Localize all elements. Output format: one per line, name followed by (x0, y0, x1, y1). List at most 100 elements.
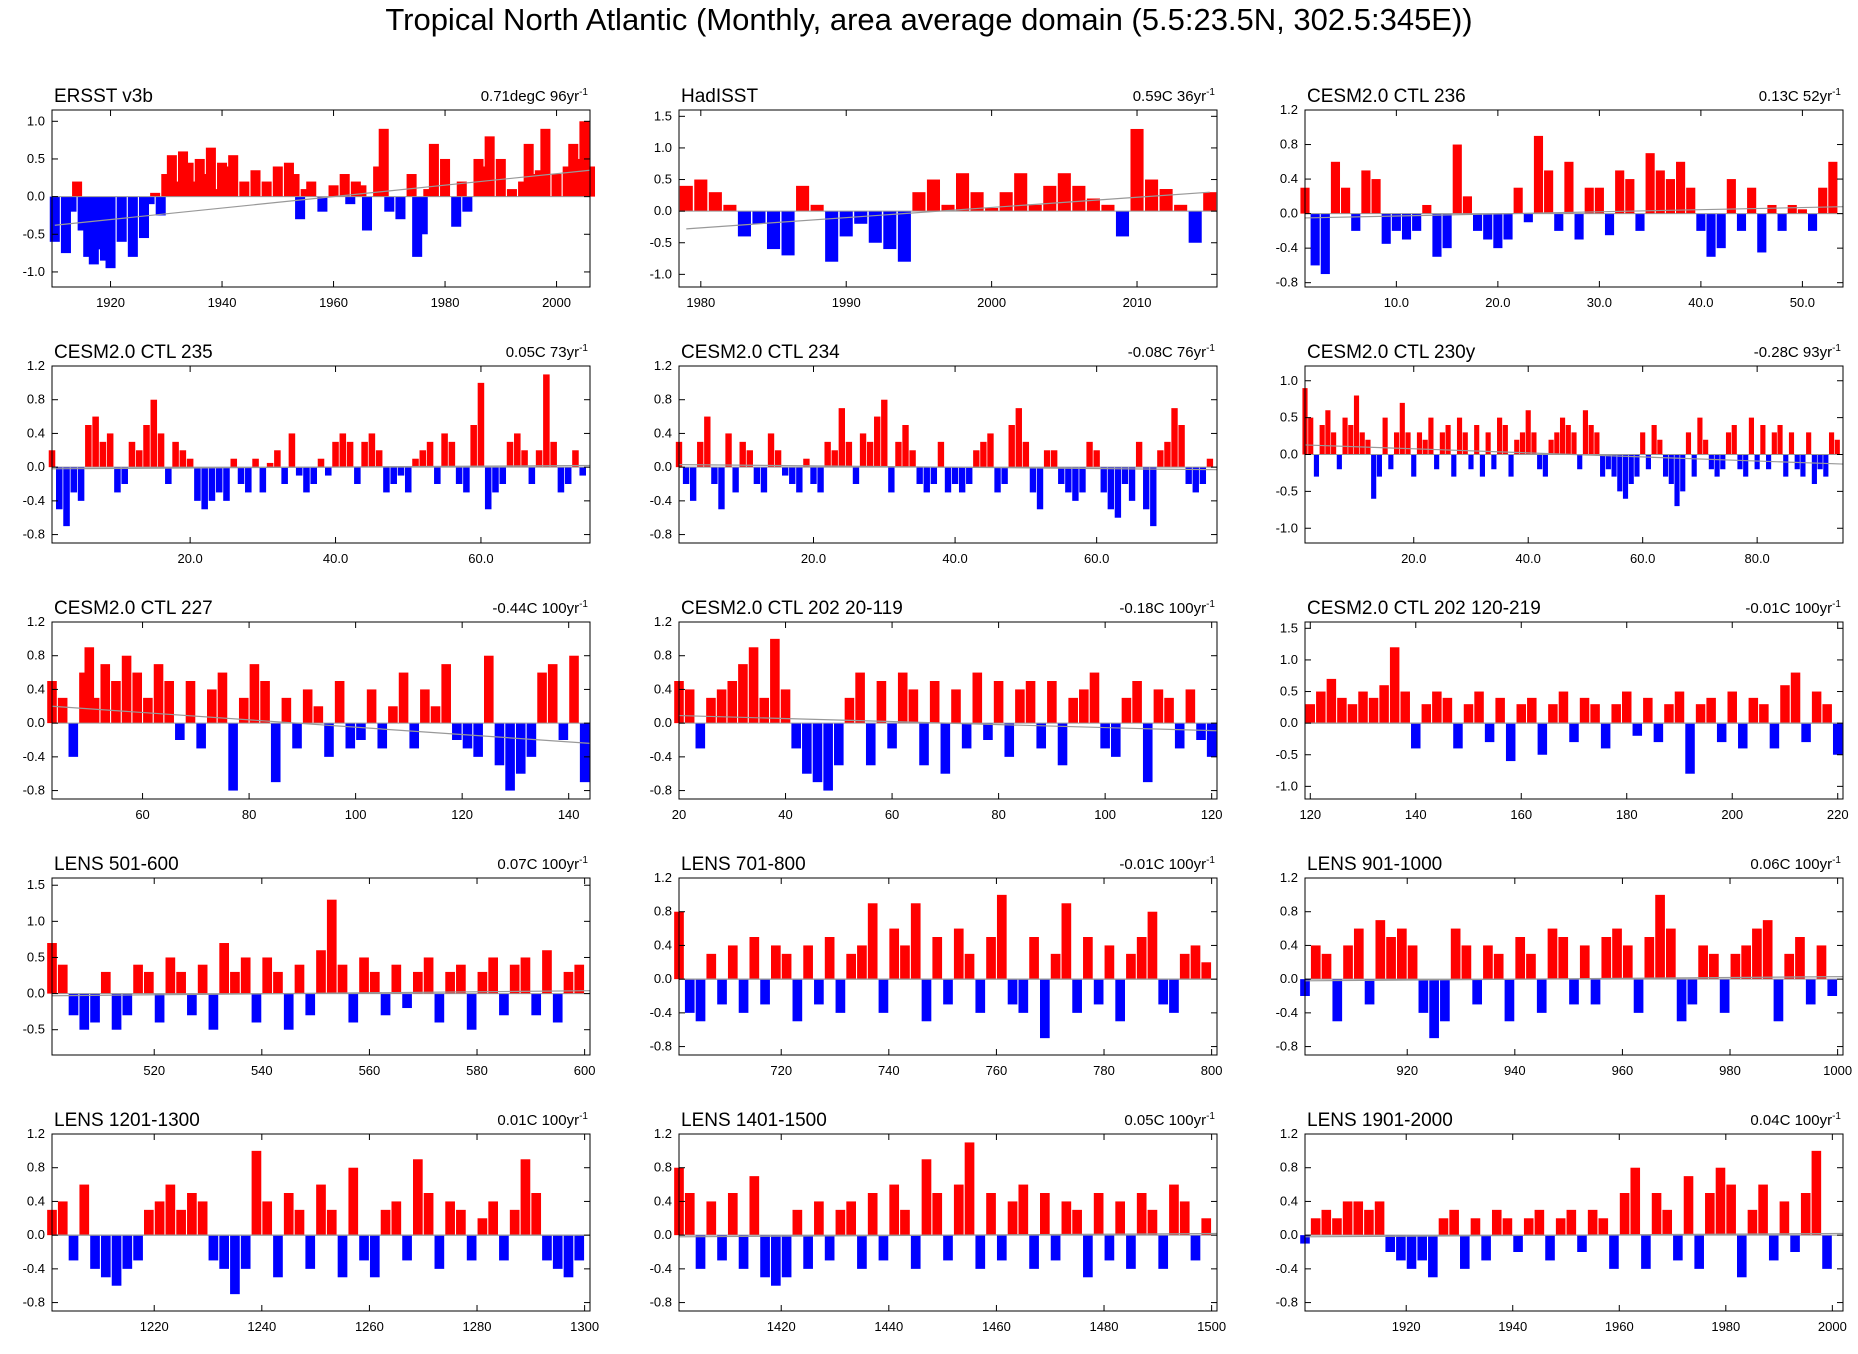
x-tick-label: 1920 (1392, 1319, 1421, 1334)
chart-panel: 120 140 160 180 200 220 -1.0 -0.5 0.0 0.5 1.0 1.5 CE… (1276, 598, 1849, 822)
anomaly-bar (1527, 697, 1537, 724)
anomaly-bar (506, 189, 517, 197)
anomaly-bar (1523, 213, 1533, 223)
anomaly-bar (1600, 454, 1606, 477)
anomaly-bar (551, 174, 562, 197)
anomaly-bar (845, 441, 853, 468)
y-tick-label: -0.8 (650, 527, 672, 542)
anomaly-bar (1115, 979, 1126, 1022)
anomaly-bar (1554, 213, 1564, 231)
anomaly-bar (704, 416, 711, 468)
anomaly-bar (1072, 185, 1086, 212)
anomaly-bar (1800, 1193, 1811, 1236)
anomaly-bar (1445, 425, 1451, 455)
y-tick-label: 0.4 (27, 1193, 45, 1208)
anomaly-bar (902, 425, 909, 468)
y-tick-label: 0.0 (27, 189, 45, 204)
anomaly-bar (197, 964, 208, 994)
anomaly-bar (289, 174, 300, 197)
anomaly-bar (1737, 454, 1743, 470)
panel-title: CESM2.0 CTL 227 (54, 598, 213, 619)
anomaly-bar (251, 1150, 262, 1236)
anomaly-bar (803, 1235, 813, 1269)
anomaly-bar (509, 1209, 520, 1236)
y-tick-label: 0.5 (1280, 410, 1298, 425)
anomaly-bar (1773, 979, 1784, 1022)
anomaly-bar (1569, 979, 1579, 1005)
y-tick-label: 1.0 (654, 140, 672, 155)
anomaly-bar (1104, 945, 1115, 980)
y-tick-label: 1.2 (27, 358, 45, 373)
anomaly-bar (189, 181, 200, 197)
anomaly-bar (470, 425, 477, 468)
anomaly-bar (1695, 704, 1706, 724)
anomaly-bar (1050, 953, 1061, 980)
y-tick-label: 1.0 (27, 913, 45, 928)
anomaly-bar (337, 964, 348, 994)
anomaly-bar (1635, 213, 1645, 231)
anomaly-bar (574, 964, 585, 994)
anomaly-bar (1502, 425, 1508, 455)
y-tick-label: 0.8 (1280, 904, 1298, 919)
anomaly-bar (237, 467, 245, 484)
anomaly-bar (1115, 1201, 1126, 1236)
anomaly-bar (1174, 204, 1188, 212)
anomaly-bar (1676, 979, 1687, 1022)
y-tick-label: 1.2 (654, 358, 672, 373)
anomaly-bar (90, 993, 100, 1023)
anomaly-bar (452, 723, 462, 740)
x-tick-label: 140 (1405, 807, 1427, 822)
anomaly-bar (781, 953, 792, 980)
anomaly-bar (1057, 723, 1068, 766)
anomaly-bar (1336, 454, 1342, 470)
anomaly-bar (1801, 723, 1811, 743)
anomaly-bar (423, 189, 434, 197)
anomaly-bar (1554, 432, 1560, 455)
anomaly-bar (1779, 1201, 1790, 1236)
anomaly-bar (1493, 213, 1503, 249)
x-tick-label: 560 (359, 1063, 381, 1078)
anomaly-bar (1110, 723, 1121, 757)
anomaly-bar (1634, 454, 1640, 477)
trend-line (1304, 206, 1844, 219)
trend-line (51, 705, 591, 744)
trend-line (678, 714, 1218, 732)
anomaly-bar (865, 723, 876, 766)
anomaly-bar (1375, 920, 1386, 980)
anomaly-bar (373, 166, 384, 197)
anomaly-bar (187, 993, 197, 1016)
anomaly-bar (943, 979, 953, 1005)
anomaly-bar (380, 993, 391, 1016)
anomaly-bar (1150, 467, 1157, 527)
anomaly-bar (727, 681, 738, 724)
x-tick-label: 30.0 (1587, 295, 1612, 310)
anomaly-bar (789, 467, 796, 484)
anomaly-bar (270, 723, 281, 783)
anomaly-bar (876, 681, 887, 724)
anomaly-bar (727, 945, 738, 980)
anomaly-bar (1768, 1235, 1779, 1261)
anomaly-bar (796, 467, 803, 493)
anomaly-bar (1548, 439, 1554, 455)
anomaly-bar (1513, 187, 1523, 214)
anomaly-bar (834, 723, 844, 766)
anomaly-bar (165, 467, 172, 484)
x-tick-label: 60.0 (1630, 551, 1655, 566)
anomaly-bar (878, 1235, 889, 1261)
y-tick-label: -0.4 (1276, 240, 1298, 255)
anomaly-bar (1619, 1193, 1630, 1236)
anomaly-bar (99, 441, 107, 468)
y-tick-label: 1.0 (1280, 652, 1298, 667)
anomaly-bar (1685, 723, 1695, 774)
anomaly-bar (996, 1235, 1007, 1261)
anomaly-bar (1029, 937, 1039, 980)
anomaly-bar (810, 467, 817, 484)
anomaly-bar (718, 467, 725, 510)
anomaly-bar (68, 723, 79, 757)
anomaly-bar (746, 450, 753, 468)
anomaly-bar (717, 979, 727, 1005)
anomaly-bar (1533, 135, 1544, 214)
anomaly-bar (542, 1235, 552, 1261)
anomaly-bar (219, 943, 230, 994)
anomaly-bar (770, 1235, 781, 1286)
